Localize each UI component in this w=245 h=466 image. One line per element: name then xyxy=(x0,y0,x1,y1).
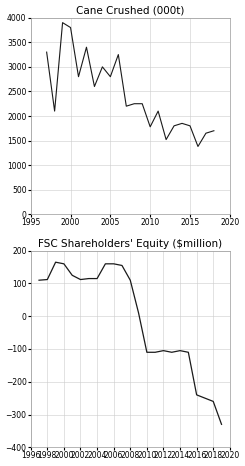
Title: FSC Shareholders' Equity ($million): FSC Shareholders' Equity ($million) xyxy=(38,239,222,248)
Title: Cane Crushed (000t): Cane Crushed (000t) xyxy=(76,6,184,15)
